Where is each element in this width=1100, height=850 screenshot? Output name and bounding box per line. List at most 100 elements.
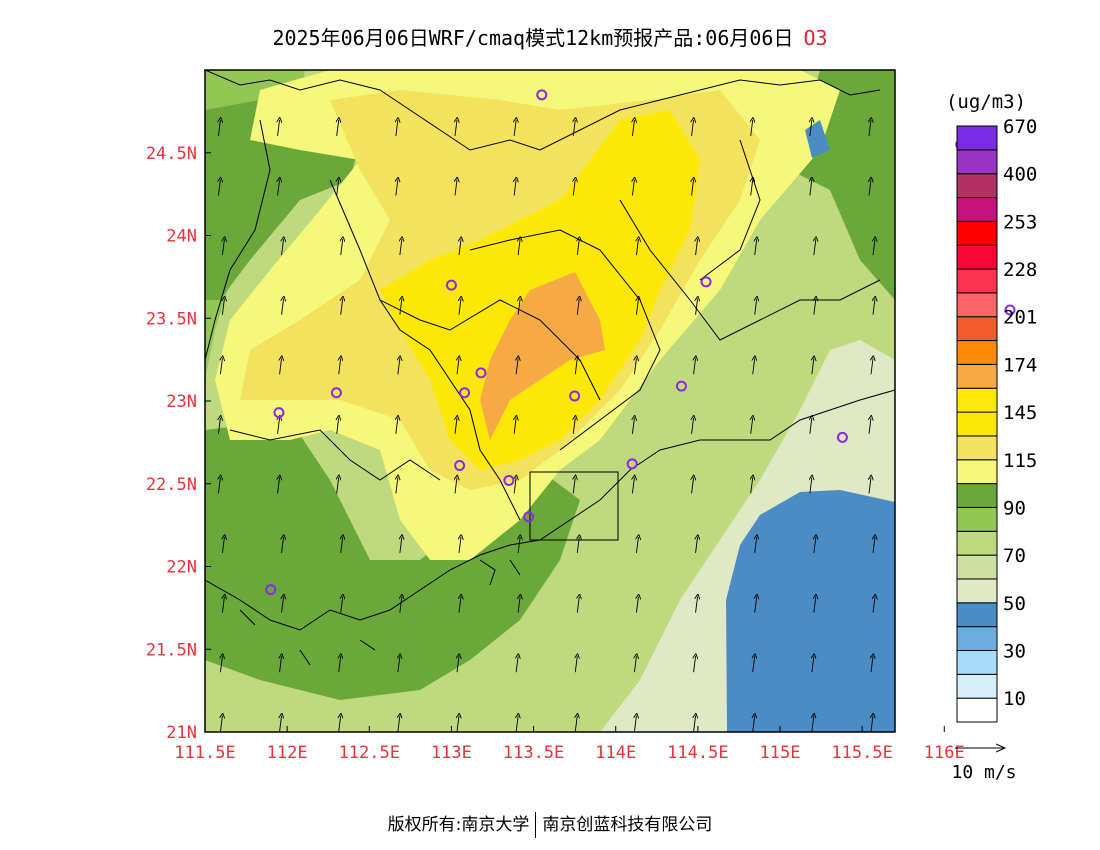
wind-arrow (636, 597, 638, 613)
colorbar-bin (956, 602, 998, 628)
wind-arrow (694, 358, 696, 375)
colorbar-bin (956, 197, 998, 222)
colorbar-bin (956, 125, 998, 151)
wind-arrow (341, 239, 343, 256)
wind-arrow (814, 299, 816, 315)
wind-arrow (632, 418, 634, 434)
footer-separator (535, 812, 537, 838)
colorbar-bin (956, 411, 998, 437)
boundary-central-a (329, 179, 521, 521)
wind-arrow (634, 716, 636, 732)
station-marker (330, 387, 342, 399)
wind-arrow (632, 477, 634, 494)
colorbar: 10 30 50 70 90 115 145 174 201 228 253 400 670 (956, 116, 1037, 723)
y-tick-label: 23.5N (146, 309, 197, 329)
boundary-southwest (229, 429, 441, 481)
wind-arrow (339, 716, 341, 732)
monitoring-stations (265, 89, 1016, 596)
x-tick-label: 115E (760, 743, 801, 763)
x-tick-label: 114E (595, 743, 636, 763)
wind-arrow (518, 299, 520, 315)
x-tick-label: 115.5E (831, 743, 892, 763)
wind-arrow (218, 180, 220, 196)
x-tick-label: 116E (924, 743, 965, 763)
map-field (205, 70, 895, 732)
colorbar-bin (956, 244, 998, 270)
boundary-north (205, 70, 881, 151)
wind-arrow (400, 239, 402, 256)
wind-arrow (632, 180, 634, 196)
wind-arrow (396, 120, 398, 136)
wind-arrow (692, 477, 694, 494)
boundary-west (205, 119, 271, 361)
station-marker (273, 407, 285, 419)
title-text: 2025年06月06日WRF/cmaq模式12km预报产品:06月06日 (272, 26, 794, 50)
wind-arrow (222, 239, 224, 256)
wind-arrow (755, 537, 757, 554)
wind-arrow (337, 120, 339, 136)
wind-arrow (636, 239, 638, 256)
wind-arrow (516, 358, 518, 375)
wind-arrow (220, 716, 222, 732)
wind-arrow (518, 597, 520, 613)
wind-vectors (218, 120, 875, 732)
colorbar-label: 70 (1003, 545, 1026, 567)
boundary-lines (205, 70, 895, 666)
wind-arrow (457, 656, 459, 673)
footer-copyright: 版权所有:南京大学 (387, 815, 530, 835)
wind-arrow (220, 656, 222, 673)
wind-arrow (516, 716, 518, 732)
station-marker (626, 458, 638, 470)
wind-arrow (873, 537, 875, 554)
colorbar-bin (956, 506, 998, 532)
colorbar-bin (956, 673, 998, 699)
field-sea-blue (726, 490, 895, 732)
wind-arrow (455, 477, 457, 494)
colorbar-label: 145 (1003, 402, 1037, 424)
wind-arrow (218, 477, 220, 494)
wind-arrow (577, 299, 579, 315)
wind-arrow (514, 120, 516, 136)
colorbar-label: 30 (1003, 640, 1026, 662)
wind-arrow (218, 418, 220, 434)
colorbar-label: 400 (1003, 164, 1037, 186)
wind-arrow (869, 418, 871, 434)
x-tick-label: 112E (267, 743, 308, 763)
map-title: 2025年06月06日WRF/cmaq模式12km预报产品:06月06日 O3 (0, 22, 1100, 51)
wind-arrow (575, 716, 577, 732)
wind-arrow (337, 180, 339, 196)
colorbar-bin (956, 459, 998, 485)
colorbar-bin (956, 340, 998, 365)
wind-arrow (577, 537, 579, 554)
wind-arrow (632, 120, 634, 136)
x-tick-label: 113.5E (503, 743, 564, 763)
field-peak-orange (480, 272, 605, 440)
wind-arrow (869, 477, 871, 494)
wind-arrow (751, 120, 753, 136)
wind-arrow (459, 299, 461, 315)
wind-arrow (398, 358, 400, 375)
wind-arrow (280, 656, 282, 673)
boundary-east (619, 199, 881, 341)
wind-arrow (398, 716, 400, 732)
boundary-islands (239, 559, 521, 666)
wind-arrow (455, 180, 457, 196)
station-marker (503, 474, 515, 486)
wind-arrow (810, 477, 812, 494)
y-tick-label: 24N (166, 227, 197, 247)
wind-arrow (812, 358, 814, 375)
colorbar-label: 50 (1003, 593, 1026, 615)
station-marker (445, 279, 457, 291)
wind-arrow (696, 537, 698, 554)
wind-arrow (337, 477, 339, 494)
wind-arrow (459, 597, 461, 613)
wind-arrow (814, 239, 816, 256)
wind-arrow (573, 180, 575, 196)
colorbar-bin (956, 435, 998, 461)
station-marker (265, 584, 277, 596)
station-marker (675, 380, 687, 392)
wind-arrow (339, 656, 341, 673)
wind-arrow (280, 358, 282, 375)
colorbar-bin (956, 292, 998, 318)
